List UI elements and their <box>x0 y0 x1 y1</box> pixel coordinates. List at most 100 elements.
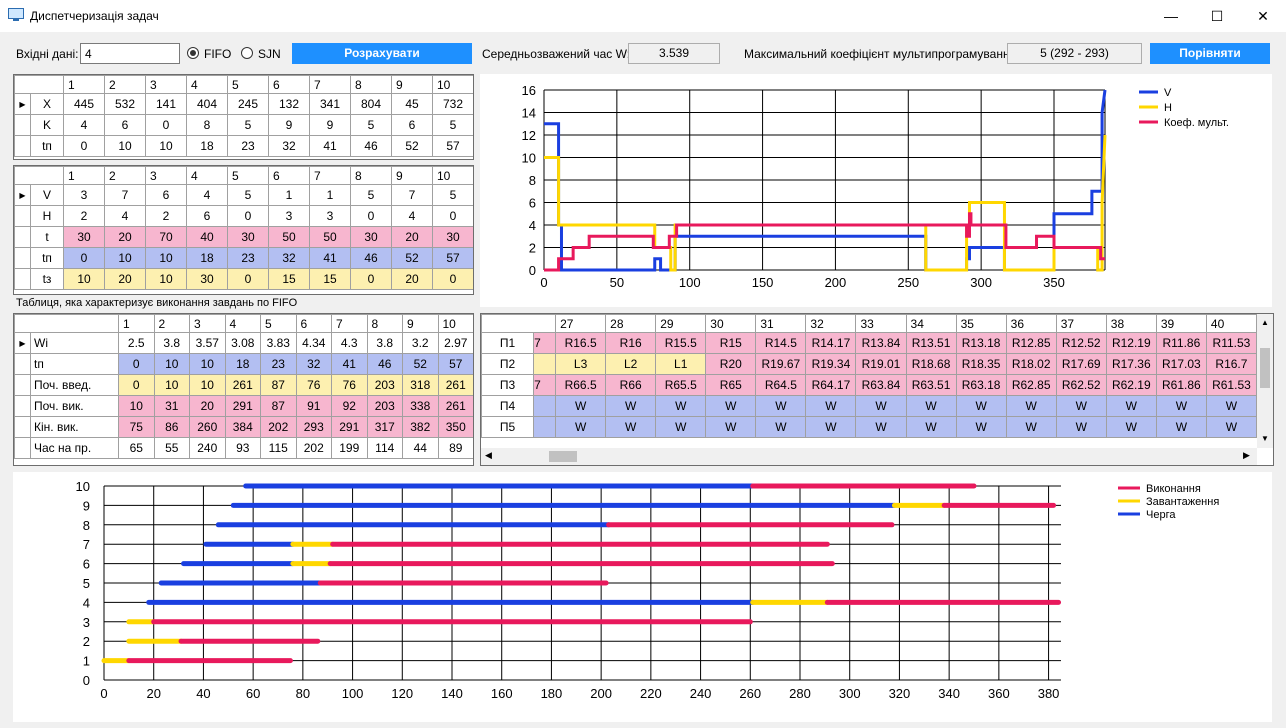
table-cell[interactable]: W <box>905 416 957 438</box>
table-cell[interactable]: 45 <box>391 93 433 115</box>
row-header[interactable] <box>14 135 31 157</box>
table-cell[interactable]: R17.36 <box>1105 353 1157 375</box>
table-cell[interactable]: 0 <box>145 114 187 136</box>
table-row[interactable]: ▶ V 3 7 6 4 5 1 1 5 7 5 <box>14 184 473 206</box>
timeline-table[interactable]: 27 28 29 30 31 32 33 34 35 36 37 38 39 40 П1 7 R16.5 R16 R… <box>480 313 1274 466</box>
table-cell[interactable]: 20 <box>391 226 433 248</box>
table-cell[interactable]: 10 <box>145 268 187 290</box>
table-cell[interactable]: W <box>955 395 1007 417</box>
horizontal-scrollbar[interactable]: ◀ ▶ <box>481 448 1257 465</box>
table-cell[interactable]: 5 <box>227 184 269 206</box>
table-cell[interactable]: 4 <box>391 205 433 227</box>
table-cell[interactable]: 318 <box>402 374 439 396</box>
table-cell[interactable]: 23 <box>227 135 269 157</box>
table-cell[interactable]: 261 <box>437 374 473 396</box>
table-cell[interactable]: 382 <box>402 416 439 438</box>
table-cell[interactable]: W <box>555 395 607 417</box>
table-cell[interactable]: 0 <box>63 247 105 269</box>
table-cell[interactable]: 52 <box>402 353 439 375</box>
scroll-right-icon[interactable]: ▶ <box>1243 450 1250 460</box>
table-cell[interactable]: 240 <box>189 437 226 459</box>
table-cell[interactable]: 6 <box>104 114 146 136</box>
table-cell[interactable]: W <box>755 395 807 417</box>
table-cell[interactable]: 5 <box>227 114 269 136</box>
table-cell-partial[interactable] <box>533 395 557 417</box>
table-row[interactable]: П1 7 R16.5 R16 R15.5 R15 R14.5 R14.17 R13.84 R13.… <box>481 332 1258 354</box>
table-cell[interactable]: 57 <box>432 247 473 269</box>
table-cell[interactable]: W <box>1155 395 1207 417</box>
scroll-up-icon[interactable]: ▲ <box>1261 318 1269 327</box>
column-header[interactable]: 5 <box>260 314 297 333</box>
column-header[interactable]: 39 <box>1155 314 1207 333</box>
table-cell[interactable]: R13.84 <box>855 332 907 354</box>
table-cell[interactable]: 55 <box>153 437 190 459</box>
table-cell[interactable]: 23 <box>260 353 297 375</box>
table-cell[interactable]: R61.53 <box>1205 374 1258 396</box>
table-cell[interactable]: 2 <box>145 205 187 227</box>
table-cell[interactable]: 10 <box>104 135 146 157</box>
table-cell[interactable]: W <box>905 395 957 417</box>
table-cell[interactable]: R18.68 <box>905 353 957 375</box>
table-cell[interactable]: 23 <box>227 247 269 269</box>
table-cell[interactable]: W <box>655 395 707 417</box>
column-header[interactable]: 36 <box>1005 314 1057 333</box>
column-header[interactable]: 28 <box>605 314 657 333</box>
input-data-field[interactable] <box>80 43 180 64</box>
table-cell[interactable]: R63.18 <box>955 374 1007 396</box>
table-cell[interactable]: 341 <box>309 93 351 115</box>
table-cell[interactable]: W <box>855 395 907 417</box>
table-cell[interactable]: 445 <box>63 93 105 115</box>
table-cell[interactable]: 3.08 <box>224 332 261 354</box>
table-cell[interactable]: 132 <box>268 93 310 115</box>
table-cell[interactable]: 52 <box>391 135 433 157</box>
column-header[interactable]: 31 <box>755 314 807 333</box>
table-cell[interactable]: 9 <box>309 114 351 136</box>
table-cell-partial[interactable] <box>533 416 557 438</box>
table-cell[interactable]: 32 <box>268 247 310 269</box>
column-header[interactable]: 4 <box>186 75 228 94</box>
row-header[interactable] <box>14 416 31 438</box>
table-row[interactable]: tз 10 20 10 30 0 15 15 0 20 0 <box>14 268 473 290</box>
table-row[interactable]: ▶ X 445 532 141 404 245 132 341 804 45 732 <box>14 93 473 115</box>
table-cell[interactable]: 86 <box>153 416 190 438</box>
table-cell[interactable]: R62.19 <box>1105 374 1157 396</box>
table-cell[interactable]: L2 <box>605 353 657 375</box>
table-cell[interactable]: 5 <box>350 184 392 206</box>
table-row[interactable]: Кін. вик. 75 86 260 384 202 293 291 317 382 350 <box>14 416 473 438</box>
table-cell[interactable]: 20 <box>189 395 226 417</box>
table-cell[interactable]: 0 <box>432 268 473 290</box>
table-cell[interactable]: 6 <box>145 184 187 206</box>
input-table[interactable]: 1 2 3 4 5 6 7 8 9 10 ▶ X 445 532 141 404 245 132 341 804 45 7… <box>13 74 474 160</box>
scroll-left-icon[interactable]: ◀ <box>485 450 492 460</box>
table-cell[interactable]: 3.2 <box>402 332 439 354</box>
table-cell[interactable]: 70 <box>145 226 187 248</box>
table-cell[interactable]: 32 <box>268 135 310 157</box>
table-cell[interactable]: 18 <box>186 247 228 269</box>
table-cell[interactable]: W <box>1055 395 1107 417</box>
table-cell[interactable]: 291 <box>331 416 368 438</box>
table-cell[interactable]: R12.19 <box>1105 332 1157 354</box>
scroll-down-icon[interactable]: ▼ <box>1261 434 1269 443</box>
table-cell[interactable]: 18 <box>224 353 261 375</box>
table-cell[interactable]: 3 <box>309 205 351 227</box>
table-row[interactable]: ▶ Wi 2.5 3.8 3.57 3.08 3.83 4.34 4.3 3.8 3.2 2.97 <box>14 332 473 354</box>
table-cell[interactable]: W <box>605 416 657 438</box>
table-cell[interactable]: W <box>705 395 757 417</box>
table-cell[interactable]: W <box>655 416 707 438</box>
table-cell[interactable]: 293 <box>295 416 332 438</box>
table-cell[interactable]: 6 <box>186 205 228 227</box>
table-cell[interactable]: 41 <box>309 247 351 269</box>
row-header[interactable]: ▶ <box>14 93 31 115</box>
table-cell[interactable]: 40 <box>186 226 228 248</box>
table-cell[interactable]: 291 <box>224 395 261 417</box>
table-cell[interactable]: 41 <box>331 353 368 375</box>
radio-sjn[interactable] <box>241 47 253 59</box>
table-cell[interactable]: 10 <box>189 374 226 396</box>
column-header[interactable]: 6 <box>268 166 310 185</box>
column-header[interactable]: 5 <box>227 166 269 185</box>
table-cell[interactable]: R15 <box>705 332 757 354</box>
row-header[interactable] <box>14 374 31 396</box>
table-cell[interactable]: W <box>1105 416 1157 438</box>
